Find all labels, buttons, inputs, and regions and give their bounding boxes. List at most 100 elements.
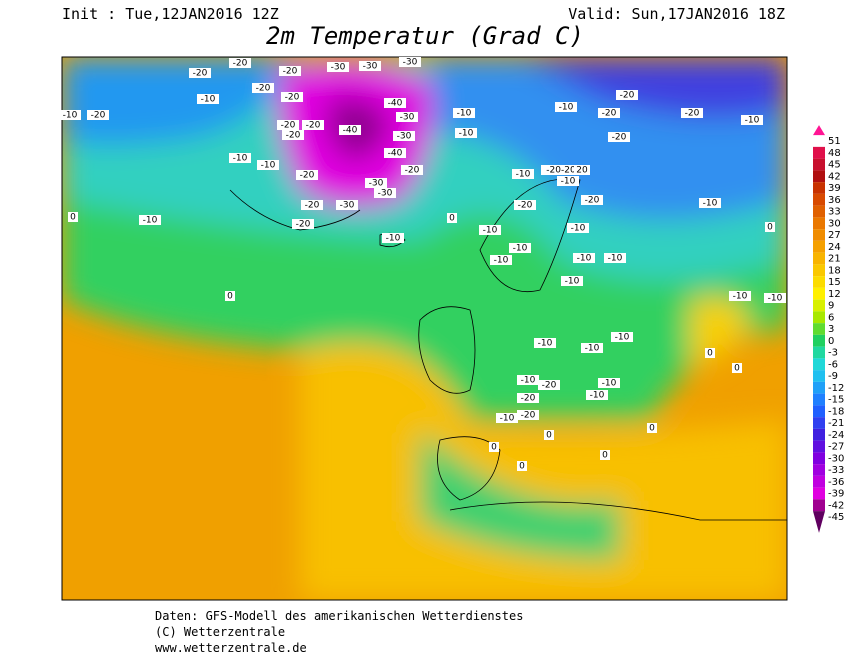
colorbar-swatch <box>813 417 825 429</box>
label-box <box>384 98 406 108</box>
contour-label: -20 <box>233 59 248 69</box>
label-box <box>396 112 418 122</box>
label-box <box>455 128 477 138</box>
contour-label: -20 <box>306 121 321 131</box>
contour-label: -20 <box>521 411 536 421</box>
contour-label: 0 <box>491 443 497 453</box>
contour-label: 20 <box>576 166 588 176</box>
label-box <box>764 293 786 303</box>
label-box <box>586 390 608 400</box>
contour-label: -10 <box>571 224 586 234</box>
contour-label: -30 <box>369 179 384 189</box>
colorbar-label: -6 <box>828 359 838 370</box>
label-box <box>189 68 211 78</box>
label-box <box>598 108 620 118</box>
label-box <box>225 291 235 301</box>
contour-label: -20 <box>286 131 301 141</box>
contour-label: -20 <box>91 111 106 121</box>
colorbar-label: 45 <box>828 160 841 171</box>
label-box <box>705 348 715 358</box>
map-title: 2m Temperatur (Grad C) <box>266 22 584 50</box>
contour-label: -10 <box>559 103 574 113</box>
label-box <box>229 153 251 163</box>
contour-label: -20 <box>612 133 627 143</box>
label-box <box>277 120 299 130</box>
label-box <box>139 215 161 225</box>
label-box <box>68 212 78 222</box>
contour-label: 0 <box>602 451 608 461</box>
label-box <box>302 120 324 130</box>
contour-label: -20 <box>193 69 208 79</box>
label-box <box>647 423 657 433</box>
contour-label: 0 <box>449 214 455 224</box>
label-box <box>517 393 539 403</box>
contour-label: -10 <box>494 256 509 266</box>
colorbar-label: 51 <box>828 136 841 147</box>
colorbar-swatch <box>813 487 825 500</box>
colorbar-swatch <box>813 229 825 241</box>
colorbar-swatch <box>813 252 825 265</box>
label-box <box>574 165 590 175</box>
label-box <box>616 90 638 100</box>
colorbar-label: 27 <box>828 230 841 241</box>
contour-label: 0 <box>649 424 655 434</box>
label-box <box>490 255 512 265</box>
label-box <box>765 222 775 232</box>
contour-label: -20 <box>256 84 271 94</box>
colorbar-label: -33 <box>828 465 844 476</box>
colorbar-swatch <box>813 440 825 453</box>
colorbar: 51484542393633302724211815129630-3-6-9-1… <box>813 125 844 533</box>
label-box <box>538 380 560 390</box>
contour-label: -20 <box>685 109 700 119</box>
colorbar-swatch <box>813 358 825 371</box>
contour-label: -10 <box>561 177 576 187</box>
label-box <box>544 430 554 440</box>
label-box <box>541 165 581 175</box>
label-box <box>365 178 387 188</box>
label-box <box>567 223 589 233</box>
colorbar-label: -21 <box>828 418 844 429</box>
label-box <box>447 213 457 223</box>
colorbar-label: 33 <box>828 207 841 218</box>
label-box <box>382 233 404 243</box>
contour-label: -20 <box>281 121 296 131</box>
colorbar-swatch <box>813 240 825 253</box>
contour-label: -10 <box>745 116 760 126</box>
colorbar-label: -27 <box>828 442 844 453</box>
colorbar-swatch <box>813 464 825 476</box>
label-box <box>279 66 301 76</box>
label-box <box>399 57 421 67</box>
colorbar-label: 42 <box>828 171 841 182</box>
colorbar-label: 12 <box>828 289 841 300</box>
contour-label: -30 <box>378 189 393 199</box>
label-box <box>729 291 751 301</box>
init-time: Init : Tue,12JAN2016 12Z <box>62 5 279 23</box>
label-box <box>229 58 251 68</box>
contour-label: -30 <box>331 63 346 73</box>
contour-label: -20 <box>518 201 533 211</box>
contour-label: -10 <box>768 294 783 304</box>
contour-label: -10 <box>233 154 248 164</box>
contour-label: -20 <box>283 67 298 77</box>
colorbar-label: 30 <box>828 218 841 229</box>
label-box <box>374 188 396 198</box>
contour-label: -10 <box>63 111 78 121</box>
label-box <box>489 442 499 452</box>
colorbar-swatch <box>813 428 825 441</box>
label-box <box>339 125 361 135</box>
colorbar-arrow <box>813 125 825 136</box>
contour-labels: -20-20-20-20-30 -30 -30-10-10 -20-20-40-30-… <box>59 57 786 472</box>
colorbar-label: 15 <box>828 277 841 288</box>
contour-label: -10 <box>457 109 472 119</box>
contour-label: -10 <box>585 344 600 354</box>
label-box <box>453 108 475 118</box>
colorbar-swatch <box>813 323 825 335</box>
label-box <box>581 195 603 205</box>
contour-label: -10 <box>733 292 748 302</box>
colorbar-swatch <box>813 217 825 230</box>
label-box <box>741 115 763 125</box>
label-box <box>517 375 539 385</box>
contour-label: -20 <box>542 381 557 391</box>
label-box <box>557 176 579 186</box>
